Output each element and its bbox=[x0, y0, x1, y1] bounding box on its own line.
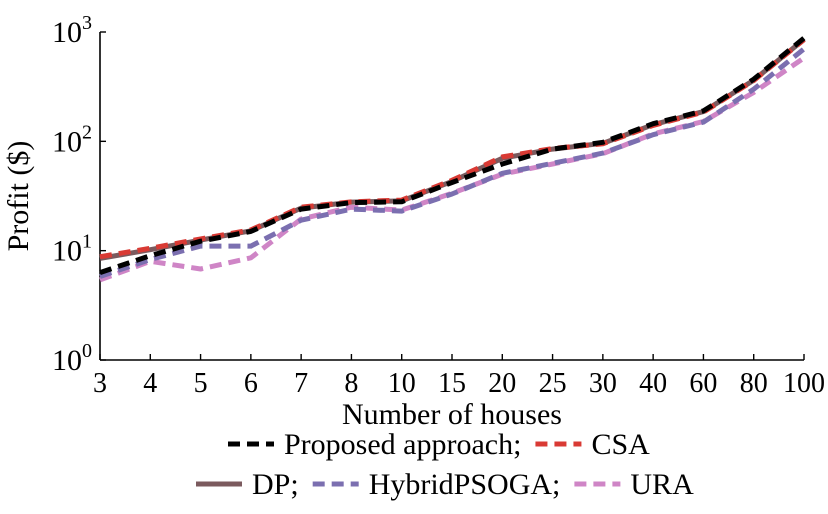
x-tick-label: 5 bbox=[194, 368, 208, 399]
legend-label: URA bbox=[630, 468, 694, 501]
x-tick-label: 30 bbox=[589, 368, 617, 399]
x-tick-label: 7 bbox=[294, 368, 308, 399]
x-tick-label: 4 bbox=[143, 368, 157, 399]
x-tick-label: 40 bbox=[639, 368, 667, 399]
x-tick-label: 20 bbox=[488, 368, 516, 399]
x-tick-label: 6 bbox=[244, 368, 258, 399]
x-tick-label: 8 bbox=[344, 368, 358, 399]
x-tick-label: 100 bbox=[783, 368, 825, 399]
series-line-proposed-approach bbox=[99, 36, 806, 275]
x-tick-label: 10 bbox=[388, 368, 416, 399]
legend: Proposed approach; CSA DP; HybridPSOGA; URA bbox=[196, 428, 694, 501]
legend-label: DP; bbox=[252, 468, 299, 501]
y-tick-label: 102 bbox=[52, 121, 92, 158]
y-axis-label: Profit ($) bbox=[2, 141, 35, 252]
y-tick-label: 103 bbox=[52, 12, 92, 49]
series-line-dp bbox=[99, 37, 806, 261]
y-tick-labels: 100 101 102 103 bbox=[52, 12, 106, 377]
series-lines bbox=[99, 36, 806, 283]
legend-label: CSA bbox=[591, 428, 650, 461]
x-tick-labels: 3 4 5 6 7 8 10 15 20 25 30 40 60 80 100 bbox=[93, 354, 825, 399]
x-tick-label: 80 bbox=[740, 368, 768, 399]
series-line-ura bbox=[99, 55, 806, 283]
y-tick-label: 100 bbox=[52, 340, 92, 377]
x-tick-label: 25 bbox=[539, 368, 567, 399]
legend-label: Proposed approach; bbox=[284, 428, 521, 461]
x-axis-label: Number of houses bbox=[342, 398, 562, 431]
x-tick-label: 15 bbox=[438, 368, 466, 399]
y-tick-label: 101 bbox=[52, 231, 92, 268]
series-line-csa bbox=[99, 37, 806, 260]
legend-label: HybridPSOGA; bbox=[369, 468, 561, 501]
series-line-hybridpsoga bbox=[99, 46, 806, 279]
x-tick-label: 60 bbox=[689, 368, 717, 399]
x-tick-label: 3 bbox=[93, 368, 107, 399]
